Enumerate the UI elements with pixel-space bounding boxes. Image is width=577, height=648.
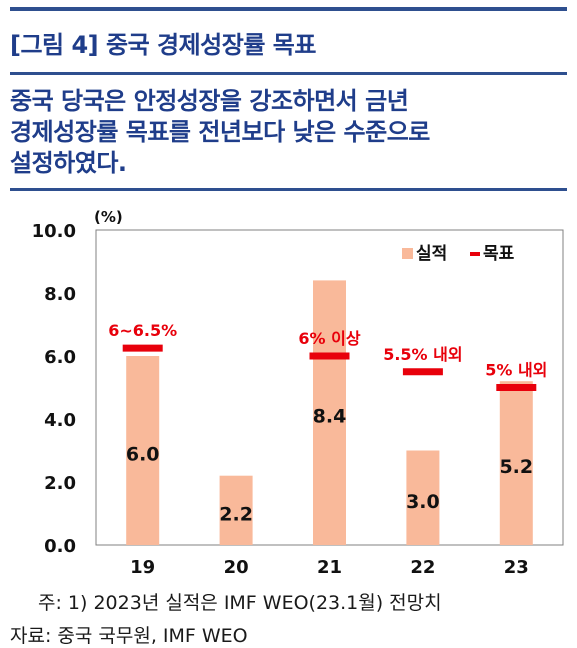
y-tick-label: 0.0 [44, 536, 76, 557]
figure-subtitle: 중국 당국은 안정성장을 강조하면서 금년 경제성장률 목표를 전년보다 낮은 … [10, 86, 567, 179]
bar-actual [406, 450, 440, 545]
figure-title: [그림 4] 중국 경제성장률 목표 [10, 31, 316, 59]
target-label: 6% 이상 [298, 329, 360, 348]
y-unit-label: (%) [94, 208, 123, 226]
target-label: 6~6.5% [108, 321, 177, 340]
footnote: 주: 1) 2023년 실적은 IMF WEO(23.1월) 전망치 [38, 592, 442, 614]
bar-actual [313, 280, 346, 545]
y-tick-label: 10.0 [32, 221, 76, 242]
y-tick-label: 8.0 [44, 284, 76, 305]
y-tick-label: 2.0 [44, 473, 76, 494]
legend-label-actual: 실적 [416, 244, 447, 264]
legend-swatch-target [470, 252, 480, 256]
target-label: 5% 내외 [485, 361, 547, 380]
target-marker [309, 352, 350, 360]
bar-value-label: 8.4 [313, 406, 347, 428]
legend-swatch-actual [402, 248, 413, 259]
x-tick-label: 19 [130, 557, 155, 578]
bar-value-label: 2.2 [219, 503, 253, 525]
y-tick-label: 6.0 [44, 347, 76, 368]
bar-actual [499, 381, 533, 545]
bar-value-label: 5.2 [499, 456, 533, 478]
target-label: 5.5% 내외 [383, 345, 462, 364]
subtitle-rule [10, 188, 567, 191]
target-marker [122, 344, 163, 352]
top-rule [10, 7, 567, 11]
source-note: 자료: 중국 국무원, IMF WEO [10, 625, 248, 647]
x-tick-label: 23 [504, 557, 529, 578]
legend-label-target: 목표 [483, 244, 515, 264]
subtitle-line: 경제성장률 목표를 전년보다 낮은 수준으로 [10, 118, 430, 146]
title-rule [10, 72, 567, 75]
subtitle-line: 중국 당국은 안정성장을 강조하면서 금년 [10, 87, 409, 115]
bar-actual [126, 356, 160, 545]
y-tick-label: 4.0 [44, 410, 76, 431]
subtitle-line: 설정하였다. [10, 149, 127, 177]
target-marker [402, 368, 443, 376]
bar-actual [219, 475, 253, 545]
x-tick-label: 20 [224, 557, 249, 578]
x-tick-label: 22 [410, 557, 435, 578]
x-tick-label: 21 [317, 557, 342, 578]
bar-value-label: 3.0 [406, 491, 440, 513]
bar-chart: 0.0 2.0 4.0 6.0 8.0 10.0 (%) 19 20 21 22 23 6.0 2.2 8.… [32, 208, 564, 578]
bar-value-label: 6.0 [126, 444, 160, 466]
target-marker [496, 384, 537, 391]
